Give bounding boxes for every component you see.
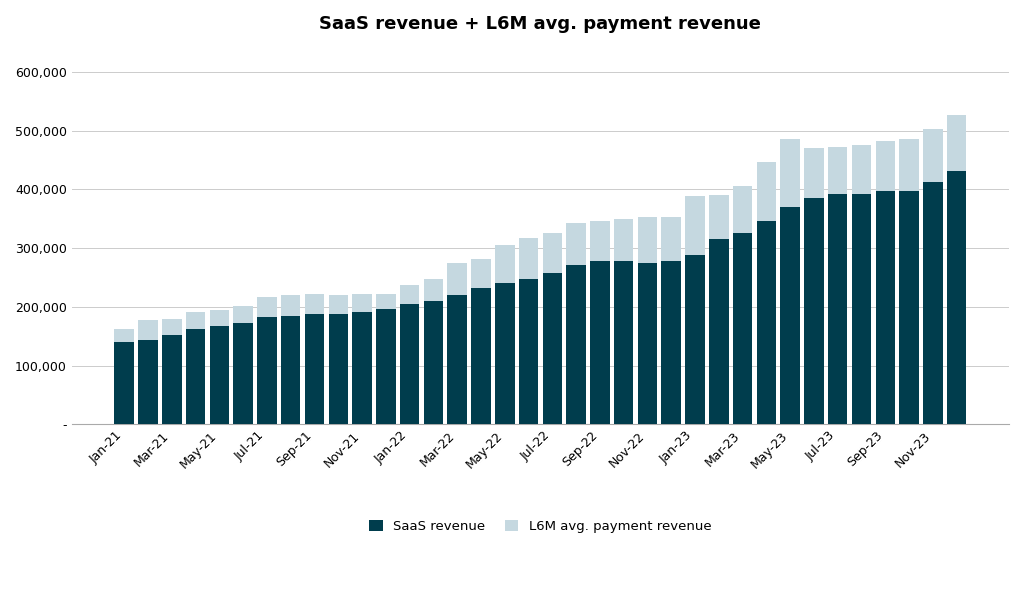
Bar [543, 273, 562, 424]
Bar [519, 237, 539, 279]
Bar [447, 295, 467, 424]
Bar [376, 294, 395, 309]
Bar [138, 340, 158, 424]
Bar [233, 323, 253, 424]
Bar [471, 259, 490, 288]
Bar [923, 182, 943, 424]
Bar [138, 320, 158, 340]
Legend: SaaS revenue, L6M avg. payment revenue: SaaS revenue, L6M avg. payment revenue [365, 514, 717, 538]
Bar [662, 261, 681, 424]
Bar [329, 314, 348, 424]
Bar [185, 312, 206, 328]
Bar [876, 141, 895, 191]
Bar [471, 288, 490, 424]
Bar [399, 285, 420, 304]
Bar [828, 146, 848, 194]
Bar [638, 263, 657, 424]
Bar [495, 245, 514, 284]
Bar [733, 186, 753, 234]
Bar [757, 221, 776, 424]
Bar [281, 315, 300, 424]
Bar [852, 145, 871, 194]
Bar [757, 162, 776, 221]
Bar [257, 297, 276, 317]
Bar [685, 255, 705, 424]
Bar [352, 312, 372, 424]
Bar [329, 295, 348, 314]
Bar [614, 261, 634, 424]
Bar [424, 279, 443, 301]
Bar [543, 233, 562, 273]
Bar [305, 314, 325, 424]
Bar [376, 309, 395, 424]
Bar [566, 223, 586, 264]
Bar [947, 170, 967, 424]
Bar [447, 263, 467, 295]
Bar [162, 319, 181, 335]
Bar [923, 130, 943, 182]
Bar [590, 221, 609, 261]
Bar [876, 191, 895, 424]
Bar [899, 139, 919, 191]
Bar [804, 148, 823, 198]
Bar [662, 217, 681, 261]
Bar [519, 279, 539, 424]
Bar [424, 301, 443, 424]
Bar [352, 294, 372, 312]
Bar [899, 191, 919, 424]
Bar [804, 198, 823, 424]
Bar [185, 328, 206, 424]
Bar [780, 207, 800, 424]
Bar [614, 219, 634, 261]
Bar [709, 239, 728, 424]
Bar [852, 194, 871, 424]
Bar [566, 264, 586, 424]
Bar [233, 306, 253, 323]
Bar [305, 294, 325, 314]
Bar [281, 295, 300, 315]
Title: SaaS revenue + L6M avg. payment revenue: SaaS revenue + L6M avg. payment revenue [319, 15, 762, 33]
Bar [590, 261, 609, 424]
Bar [162, 335, 181, 424]
Bar [115, 329, 134, 342]
Bar [495, 284, 514, 424]
Bar [257, 317, 276, 424]
Bar [638, 217, 657, 263]
Bar [780, 140, 800, 207]
Bar [709, 196, 728, 239]
Bar [210, 326, 229, 424]
Bar [399, 304, 420, 424]
Bar [947, 115, 967, 170]
Bar [210, 310, 229, 326]
Bar [828, 194, 848, 424]
Bar [115, 342, 134, 424]
Bar [733, 234, 753, 424]
Bar [685, 196, 705, 255]
